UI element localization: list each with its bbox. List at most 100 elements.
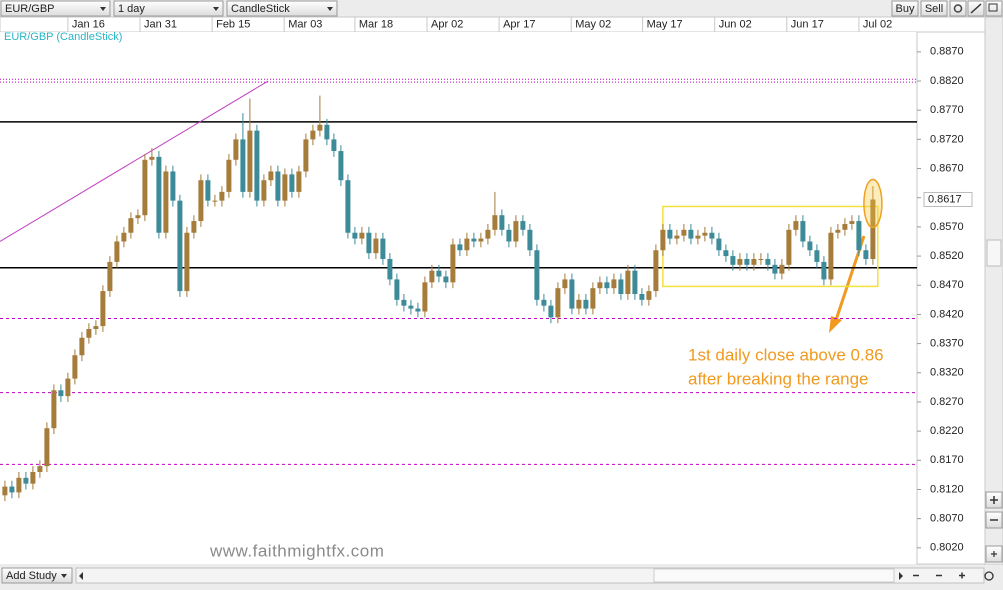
candle-body (625, 270, 631, 295)
candle-body (450, 244, 456, 283)
sell-label: Sell (925, 3, 943, 15)
add-study-dropdown[interactable] (1, 567, 73, 584)
chart-style: CandleStick (231, 3, 290, 15)
settings-button[interactable] (949, 0, 967, 17)
candle-body (562, 279, 568, 289)
candle-body (303, 139, 309, 172)
candle-body (100, 291, 106, 327)
candle-body (51, 390, 57, 429)
watermark: www.faithmightfx.com (209, 541, 384, 560)
symbol: EUR/GBP (5, 3, 55, 15)
candle-body (464, 238, 470, 251)
candle-body (639, 294, 645, 300)
buy-label: Buy (896, 3, 915, 15)
candle-body (408, 305, 414, 309)
interval-dropdown[interactable] (113, 0, 224, 17)
annotation: after breaking the range (688, 369, 869, 388)
footer: Add Study (0, 565, 1003, 590)
x-tick-label: Mar 18 (359, 18, 393, 30)
candle-body (366, 232, 372, 254)
candle-body (513, 221, 519, 242)
candle-body (688, 229, 694, 239)
symbol-dropdown[interactable] (0, 0, 111, 17)
window-button[interactable] (985, 0, 1003, 17)
candle-body (632, 270, 638, 295)
candle-body (695, 235, 701, 239)
window-icon (988, 3, 998, 12)
candle-body (310, 130, 316, 140)
candle-body (212, 200, 218, 202)
x-tick-label: Apr 17 (503, 18, 535, 30)
candle-body (114, 241, 120, 262)
candle-body (324, 124, 330, 140)
x-tick-label: May 02 (575, 18, 611, 30)
y-tick-label: 0.8670 (930, 162, 964, 174)
candle-body (772, 264, 778, 274)
annotation: 1st daily close above 0.86 (688, 345, 884, 364)
candle-body (681, 229, 687, 236)
candle-body (842, 223, 848, 230)
candle-body (499, 215, 505, 230)
y-tick-label: 0.8070 (930, 513, 964, 525)
x-tick-label: Feb 15 (216, 18, 250, 30)
zoom-icons[interactable] (913, 572, 965, 579)
x-tick-label: Jun 17 (791, 18, 824, 30)
scroll-left[interactable] (79, 572, 83, 580)
scroll-thumb[interactable] (986, 239, 1002, 267)
dropdown-arrow (61, 574, 67, 578)
candle-body (646, 291, 652, 300)
trend-line (0, 80, 269, 242)
candle-body (135, 215, 141, 219)
dropdown-arrow (327, 7, 333, 11)
dropdown-arrow (213, 7, 219, 11)
candle-body (394, 279, 400, 300)
candle-body (345, 180, 351, 233)
candle-body (240, 139, 246, 192)
candle-body (793, 221, 799, 230)
y-tick-label: 0.8770 (930, 104, 964, 116)
style-dropdown[interactable] (226, 0, 338, 17)
highlight-ellipse (863, 178, 883, 229)
candle-body (184, 232, 190, 292)
y-tick-label: 0.8220 (930, 425, 964, 437)
candle-body (485, 229, 491, 239)
candle-body (226, 159, 232, 192)
candle-body (387, 258, 393, 280)
candle-body (828, 232, 834, 280)
candle-body (317, 124, 323, 131)
gear-icon (953, 4, 963, 13)
candle-body (107, 261, 113, 292)
candle-body (548, 305, 554, 318)
buy-button[interactable] (891, 0, 919, 17)
x-tick-label: Apr 02 (431, 18, 463, 30)
candle-body (331, 139, 337, 152)
last-price-label: 0.8617 (928, 193, 962, 205)
sell-button[interactable] (920, 0, 948, 17)
candle-body (520, 221, 526, 230)
candle-body (58, 390, 64, 397)
candle-body (555, 288, 561, 318)
candle-body (870, 199, 876, 259)
scroll-thumb[interactable] (653, 568, 895, 583)
draw-icon (970, 3, 982, 14)
candle-body (380, 238, 386, 259)
x-tick-label: Jun 02 (719, 18, 752, 30)
candle-body (233, 139, 239, 160)
candle-body (436, 270, 442, 277)
scroll-right[interactable] (899, 572, 903, 580)
candle-body (359, 232, 365, 239)
plus-icon (990, 496, 998, 504)
candle-body (590, 288, 596, 309)
candle-body (471, 238, 477, 242)
reset-icon[interactable] (984, 571, 994, 581)
y-tick-label: 0.8570 (930, 221, 964, 233)
candle-body (156, 156, 162, 233)
vertical-scrollbar[interactable] (984, 16, 1003, 566)
candle-body (534, 250, 540, 300)
candle-body (758, 258, 764, 260)
candle-body (352, 232, 358, 239)
candle-body (821, 261, 827, 280)
plot-area (0, 32, 917, 564)
chart-subtitle: EUR/GBP (CandleStick) (4, 31, 122, 43)
